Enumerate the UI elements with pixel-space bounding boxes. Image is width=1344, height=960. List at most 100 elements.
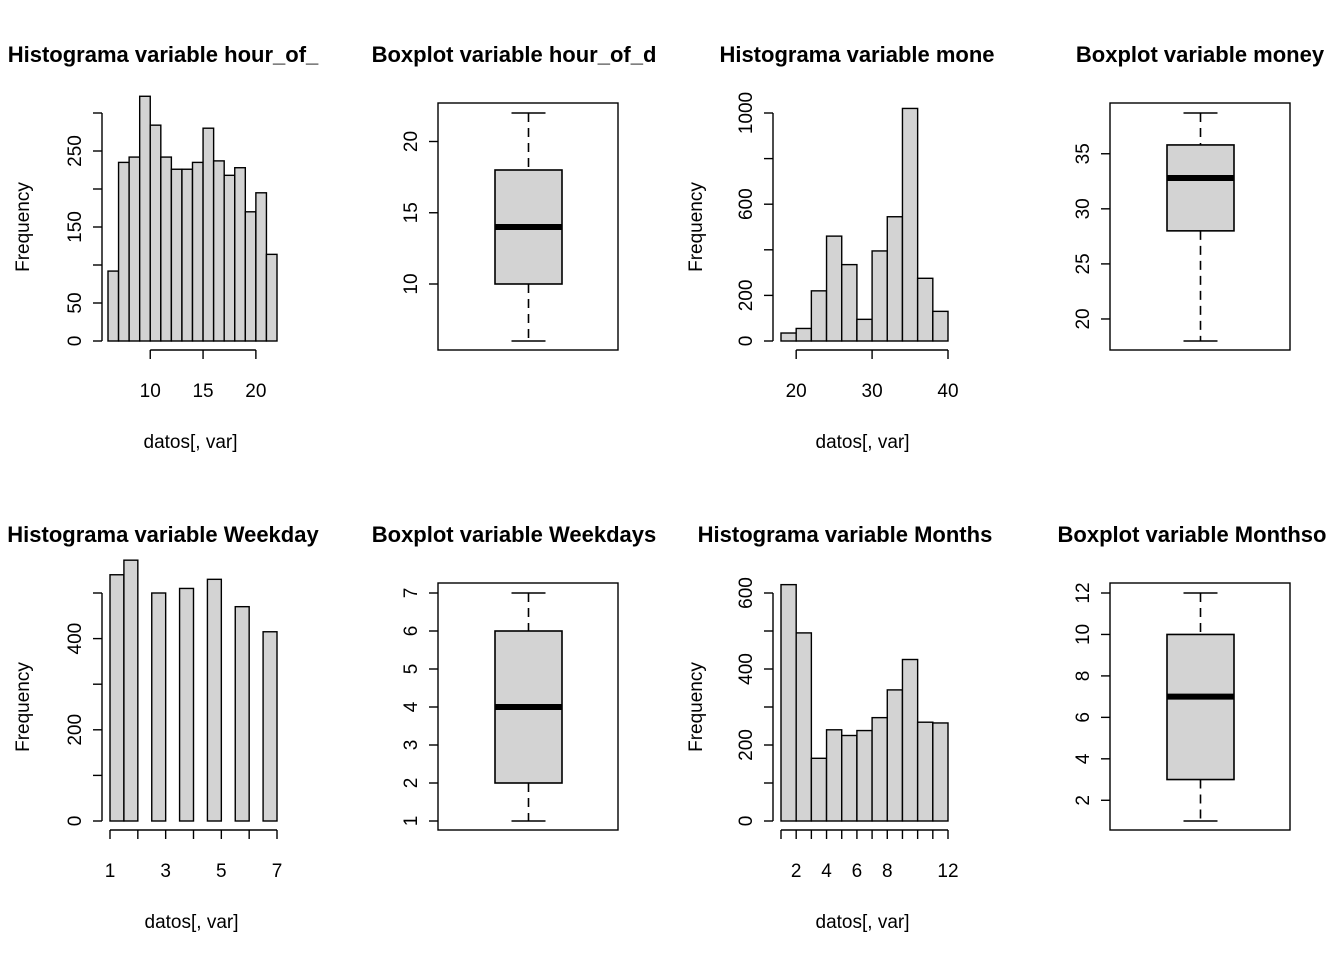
panel-title: Boxplot variable hour_of_d bbox=[372, 42, 657, 67]
y-tick-label: 150 bbox=[65, 211, 86, 243]
histogram-bar bbox=[825, 729, 843, 822]
x-tick-label: 15 bbox=[192, 381, 213, 402]
panel-title: Histograma variable Weekday bbox=[7, 522, 319, 547]
y-axis-title: Frequency bbox=[13, 182, 34, 272]
histogram-bar bbox=[149, 124, 162, 342]
histogram-bar bbox=[916, 277, 934, 342]
y-axis-title: Frequency bbox=[686, 182, 707, 272]
histogram-bar bbox=[795, 632, 813, 822]
histogram-bar bbox=[856, 318, 873, 342]
panel-box-weekdays: Boxplot variable Weekdays 1 2 3 4 5 6 7 bbox=[372, 522, 657, 831]
histogram-bar bbox=[841, 263, 858, 342]
histogram-bar bbox=[810, 757, 828, 822]
y-tick-label: 250 bbox=[65, 135, 86, 167]
y-tick-label: 35 bbox=[1073, 143, 1094, 164]
histogram-bar bbox=[117, 161, 130, 342]
panel-box-money: Boxplot variable money 20 25 30 35 bbox=[1073, 42, 1325, 351]
y-tick-label: 600 bbox=[736, 188, 757, 220]
y-tick-label: 12 bbox=[1073, 582, 1094, 603]
histogram-bar bbox=[234, 605, 250, 822]
x-axis-title: datos[, var] bbox=[816, 912, 910, 933]
y-axis-title: Frequency bbox=[13, 662, 34, 752]
histogram-bar bbox=[262, 631, 278, 822]
panel-hist-hour: Histograma variable hour_of_ 0 50 150 250 10 1… bbox=[8, 42, 319, 453]
histogram-bar bbox=[841, 734, 858, 822]
y-tick-label: 25 bbox=[1073, 253, 1094, 274]
y-tick-label: 600 bbox=[736, 577, 757, 609]
histogram-bar bbox=[932, 310, 949, 342]
y-tick-label: 6 bbox=[401, 626, 422, 637]
x-tick-label: 1 bbox=[105, 861, 116, 882]
x-tick-label: 10 bbox=[140, 381, 161, 402]
x-axis-title: datos[, var] bbox=[144, 432, 238, 453]
y-tick-label: 10 bbox=[401, 273, 422, 294]
histogram-bar bbox=[856, 729, 873, 822]
x-tick-label: 3 bbox=[160, 861, 171, 882]
histogram-bar bbox=[212, 160, 225, 342]
histogram-bar bbox=[810, 290, 828, 342]
panel-box-months: Boxplot variable Monthso 2 4 6 8 10 12 bbox=[1058, 522, 1327, 831]
histogram-bar bbox=[123, 559, 139, 822]
histogram-bar bbox=[170, 168, 183, 342]
y-tick-label: 200 bbox=[736, 729, 757, 761]
histogram-bar bbox=[871, 250, 888, 342]
histogram-bar bbox=[223, 174, 236, 342]
histogram-bar bbox=[191, 161, 204, 342]
x-tick-label: 4 bbox=[821, 861, 832, 882]
y-tick-label: 400 bbox=[65, 623, 86, 655]
panel-title: Boxplot variable Monthso bbox=[1058, 522, 1327, 547]
box-iqr bbox=[1166, 633, 1235, 781]
y-tick-label: 6 bbox=[1073, 712, 1094, 723]
histogram-bar bbox=[109, 574, 125, 822]
histogram-bar bbox=[886, 689, 904, 822]
panel-hist-money: Histograma variable mone 0 200 600 1000 20 30 4… bbox=[686, 42, 995, 453]
panel-title: Boxplot variable money bbox=[1076, 42, 1325, 67]
histogram-bar bbox=[202, 127, 215, 342]
y-tick-label: 15 bbox=[401, 202, 422, 223]
y-tick-label: 0 bbox=[736, 816, 757, 827]
histogram-bar bbox=[916, 721, 934, 822]
histogram-bar bbox=[825, 235, 843, 342]
panel-title: Boxplot variable Weekdays bbox=[372, 522, 657, 547]
y-tick-label: 20 bbox=[1073, 308, 1094, 329]
y-tick-label: 7 bbox=[401, 588, 422, 599]
histogram-bar bbox=[138, 95, 151, 342]
x-tick-label: 8 bbox=[882, 861, 893, 882]
y-tick-label: 0 bbox=[65, 336, 86, 347]
y-tick-label: 2 bbox=[401, 778, 422, 789]
y-tick-label: 0 bbox=[65, 816, 86, 827]
histogram-bar bbox=[780, 583, 797, 822]
plot-frame bbox=[1109, 102, 1291, 351]
x-tick-label: 20 bbox=[245, 381, 266, 402]
plot-frame bbox=[437, 102, 619, 351]
histogram-bar bbox=[244, 211, 257, 342]
panel-hist-weekdays: Histograma variable Weekday 0 200 400 1 3 5 7 da… bbox=[7, 522, 319, 933]
y-tick-label: 10 bbox=[1073, 624, 1094, 645]
y-tick-label: 8 bbox=[1073, 671, 1094, 682]
y-axis-title: Frequency bbox=[686, 662, 707, 752]
panel-title: Histograma variable Months bbox=[698, 522, 993, 547]
x-tick-label: 20 bbox=[786, 381, 807, 402]
histogram-bar bbox=[234, 167, 247, 342]
x-tick-label: 6 bbox=[852, 861, 863, 882]
histogram-bar bbox=[128, 156, 141, 342]
histogram-bar bbox=[178, 587, 195, 822]
histogram-bar bbox=[107, 270, 120, 342]
histogram-bar bbox=[871, 716, 888, 822]
histogram-bar bbox=[265, 253, 278, 342]
x-tick-label: 5 bbox=[216, 861, 227, 882]
histogram-bar bbox=[932, 722, 949, 822]
plot-frame bbox=[1109, 582, 1291, 831]
histogram-bar bbox=[780, 332, 797, 342]
y-tick-label: 5 bbox=[401, 664, 422, 675]
x-axis-title: datos[, var] bbox=[145, 912, 239, 933]
y-tick-label: 50 bbox=[65, 292, 86, 313]
y-tick-label: 3 bbox=[401, 740, 422, 751]
histogram-bar bbox=[181, 168, 194, 342]
x-axis-title: datos[, var] bbox=[816, 432, 910, 453]
x-tick-label: 12 bbox=[937, 861, 958, 882]
panel-title: Histograma variable mone bbox=[719, 42, 994, 67]
y-tick-label: 30 bbox=[1073, 198, 1094, 219]
histogram-bar bbox=[160, 156, 173, 342]
